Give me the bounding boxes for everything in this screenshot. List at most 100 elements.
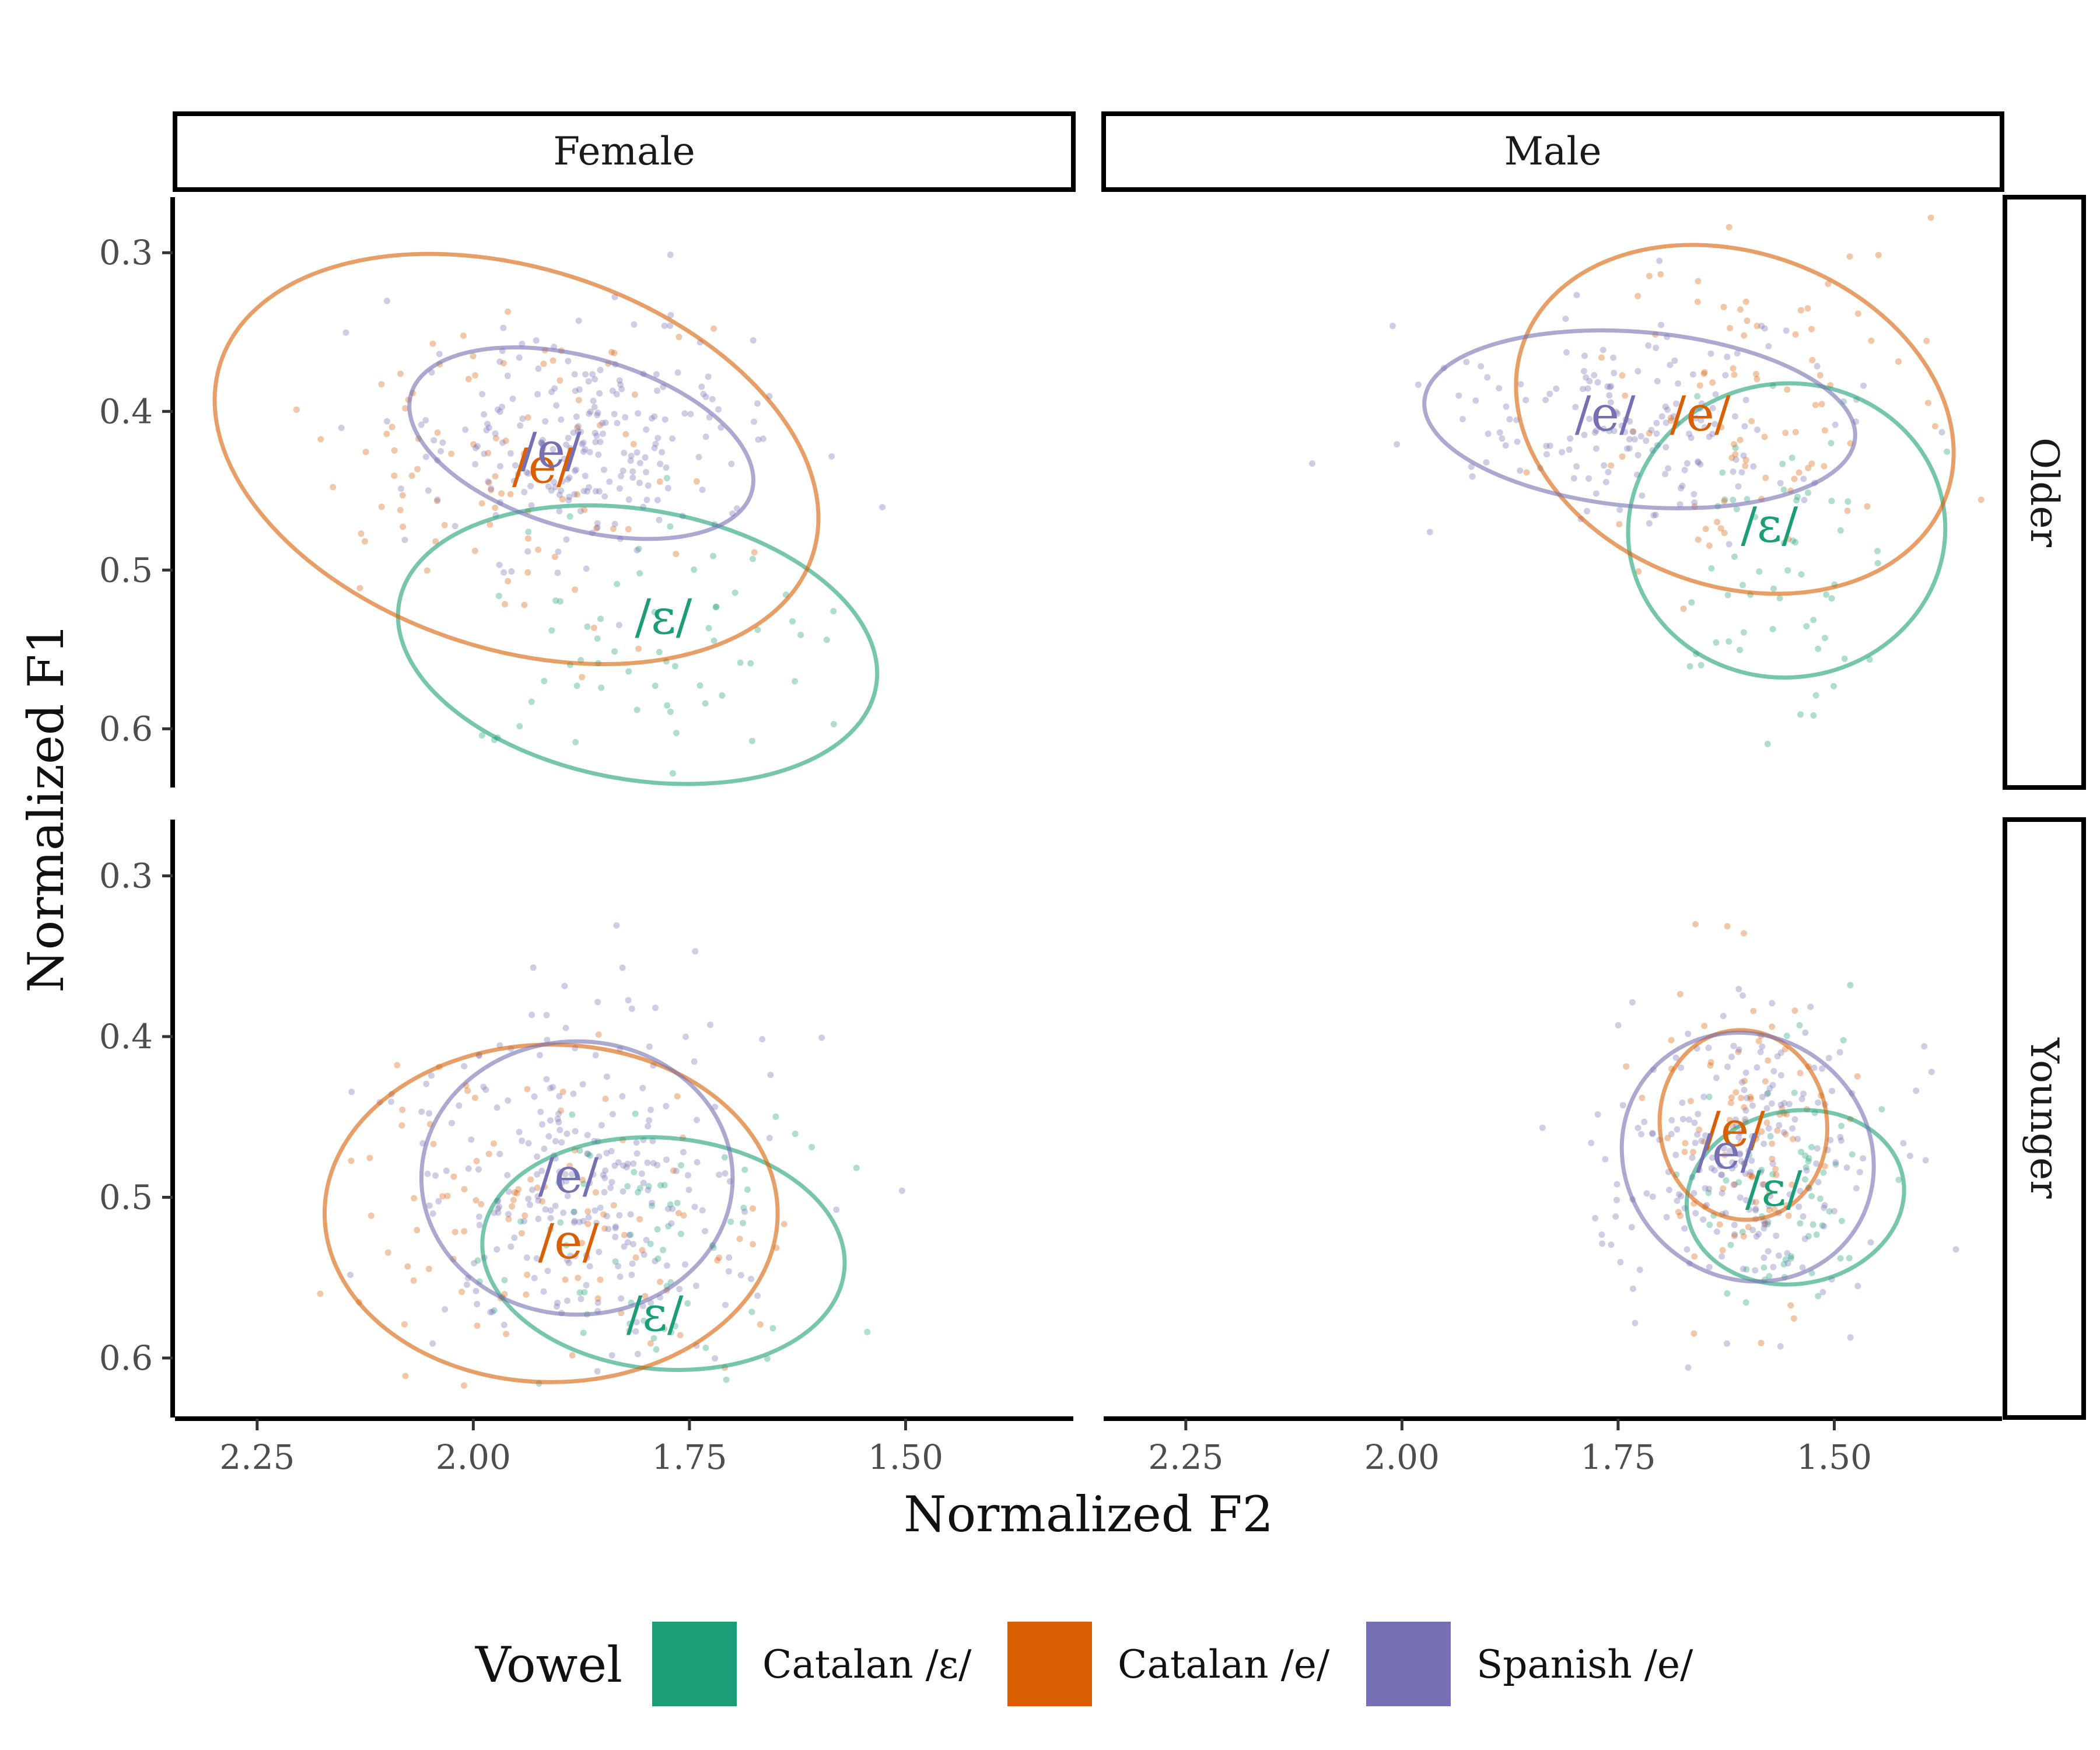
- data-point: [1809, 356, 1816, 363]
- data-point: [612, 1234, 619, 1240]
- data-point: [492, 505, 499, 511]
- data-point: [1765, 1248, 1772, 1255]
- data-point: [1780, 1129, 1787, 1136]
- data-point: [1769, 626, 1776, 632]
- data-point: [1679, 1116, 1686, 1122]
- facet-strip-older-label: Older: [2022, 438, 2067, 548]
- data-point: [1622, 429, 1629, 436]
- data-point: [640, 1180, 647, 1186]
- data-point: [1684, 460, 1690, 467]
- data-point: [1690, 1190, 1698, 1196]
- panel-male-older: /ɛ/ /e/ /e/: [1309, 214, 1985, 747]
- data-point: [348, 1088, 355, 1096]
- data-point: [558, 416, 565, 423]
- data-point: [751, 418, 757, 425]
- data-point: [898, 1187, 905, 1194]
- data-point: [1749, 1198, 1756, 1205]
- data-point: [1868, 337, 1875, 344]
- data-point: [1791, 1007, 1798, 1014]
- data-point: [702, 433, 709, 440]
- data-point: [544, 1268, 551, 1275]
- data-point: [584, 1208, 592, 1215]
- data-point: [1594, 1111, 1601, 1118]
- data-point: [439, 1193, 446, 1200]
- data-point: [627, 457, 634, 464]
- data-point: [608, 1179, 615, 1185]
- data-point: [1667, 362, 1674, 369]
- data-point: [624, 1239, 631, 1246]
- data-point: [432, 1172, 439, 1179]
- data-point: [523, 469, 530, 476]
- data-point: [552, 1202, 559, 1209]
- data-point: [1478, 363, 1485, 370]
- data-point: [1760, 1264, 1768, 1271]
- data-point: [694, 1116, 700, 1124]
- data-point: [538, 439, 545, 446]
- data-point: [498, 490, 505, 497]
- data-point: [500, 360, 507, 367]
- data-point: [570, 1209, 578, 1216]
- data-point: [754, 626, 761, 634]
- data-point: [577, 508, 584, 514]
- data-point: [1705, 1044, 1712, 1051]
- data-point: [1712, 421, 1718, 428]
- data-point: [1737, 1129, 1744, 1136]
- data-point: [592, 1052, 599, 1059]
- data-point: [1856, 1168, 1863, 1175]
- data-point: [1845, 498, 1852, 505]
- data-point: [601, 1189, 608, 1196]
- data-point: [1668, 417, 1675, 424]
- data-point: [1777, 1343, 1784, 1350]
- data-point: [673, 730, 680, 737]
- data-point: [1759, 1181, 1766, 1188]
- data-point: [479, 391, 486, 398]
- data-point: [1602, 1156, 1609, 1163]
- data-point: [639, 1084, 646, 1091]
- data-point: [1709, 1154, 1716, 1161]
- data-point: [1738, 469, 1745, 476]
- data-point: [542, 1206, 549, 1213]
- data-point: [682, 1033, 689, 1040]
- ellipse-label-cat_close: /e/: [1704, 1102, 1765, 1157]
- data-point: [554, 569, 561, 576]
- data-point: [1657, 271, 1664, 278]
- data-point: [741, 1208, 748, 1215]
- data-point: [1671, 357, 1678, 364]
- data-point: [1803, 1167, 1810, 1174]
- data-point: [1878, 1106, 1885, 1113]
- data-point: [673, 1167, 680, 1174]
- data-point: [489, 1308, 496, 1315]
- data-point: [496, 358, 503, 365]
- data-point: [432, 538, 439, 545]
- data-point: [566, 474, 573, 481]
- data-point: [1767, 1133, 1774, 1140]
- data-point: [1821, 463, 1828, 470]
- ellipse-spa: [407, 345, 755, 541]
- data-point: [663, 1262, 670, 1269]
- data-point: [574, 491, 580, 498]
- data-point: [1750, 1007, 1757, 1014]
- data-point: [538, 1167, 545, 1174]
- data-point: [610, 526, 617, 533]
- data-point: [1777, 480, 1784, 487]
- data-point: [516, 1129, 523, 1136]
- data-point: [408, 473, 415, 479]
- data-point: [555, 1111, 562, 1117]
- data-point: [629, 1260, 636, 1267]
- data-point: [550, 1084, 556, 1091]
- data-point: [476, 1222, 483, 1228]
- data-point: [1581, 432, 1588, 439]
- data-point: [1635, 568, 1642, 575]
- data-point: [1766, 1206, 1773, 1213]
- data-point: [1728, 1165, 1735, 1172]
- data-point: [404, 1263, 411, 1270]
- data-point: [524, 414, 531, 421]
- data-point: [593, 432, 600, 439]
- data-point: [502, 438, 509, 444]
- data-point: [1944, 448, 1951, 455]
- data-point: [378, 381, 385, 388]
- data-point: [656, 478, 663, 485]
- data-point: [751, 549, 758, 556]
- data-point: [1738, 1079, 1745, 1086]
- data-point: [575, 423, 582, 430]
